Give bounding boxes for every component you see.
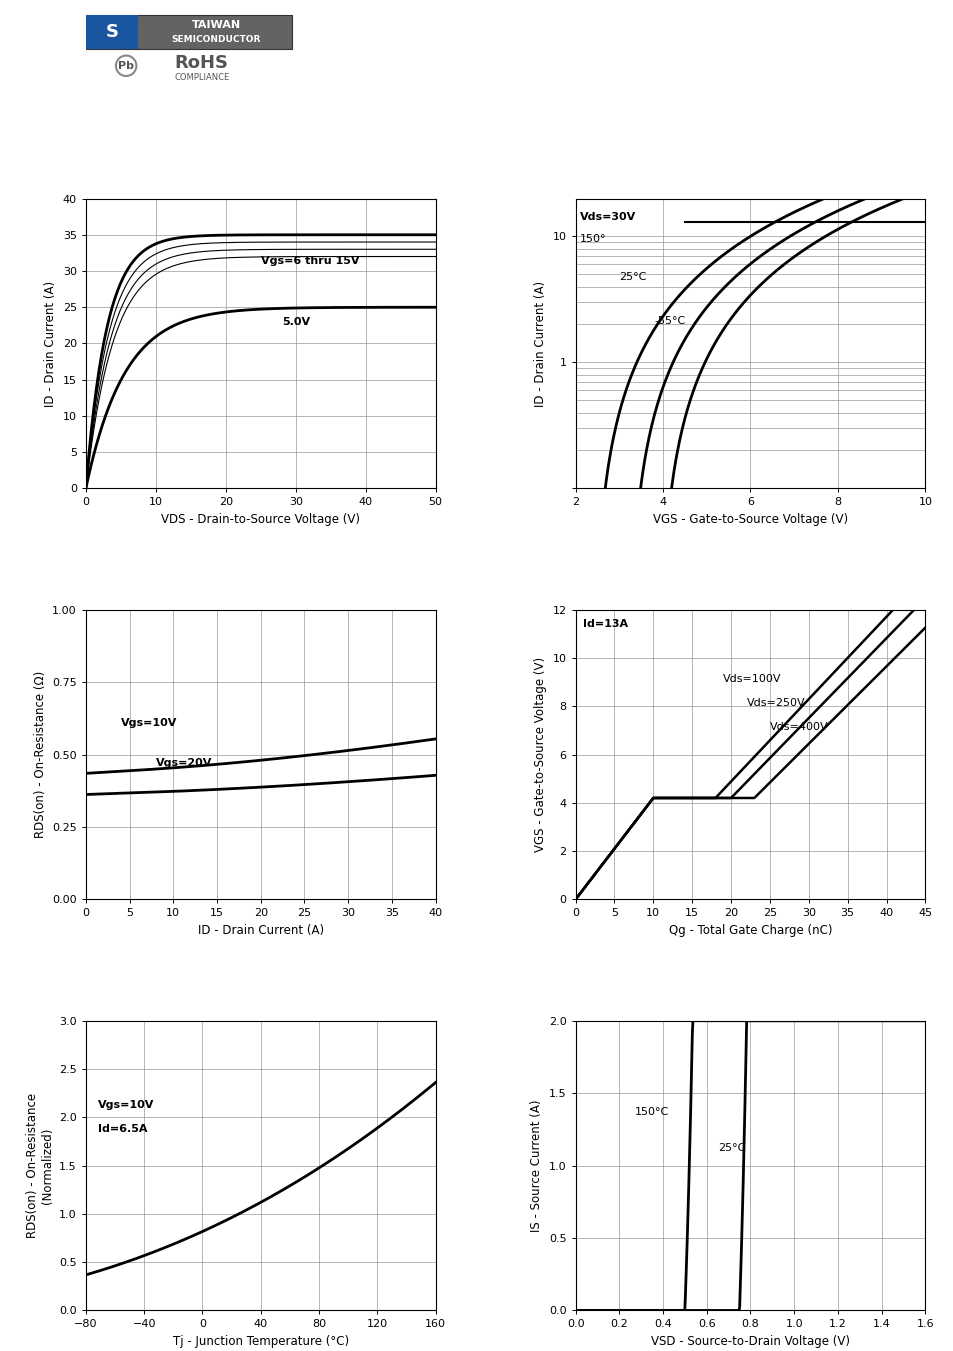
Text: COMPLIANCE: COMPLIANCE [173, 73, 229, 82]
Text: Id=13A: Id=13A [582, 619, 628, 628]
Text: -55°C: -55°C [654, 316, 685, 327]
Y-axis label: ID - Drain Current (A): ID - Drain Current (A) [534, 281, 546, 407]
Text: 150°: 150° [579, 234, 606, 245]
Bar [86, 15, 138, 49]
Text: S: S [105, 23, 118, 41]
Text: Vds=250V: Vds=250V [746, 698, 804, 708]
Y-axis label: VGS - Gate-to-Source Voltage (V): VGS - Gate-to-Source Voltage (V) [534, 657, 546, 852]
Bar [86, 15, 292, 49]
Text: Vgs=20V: Vgs=20V [155, 758, 212, 769]
Text: TAIWAN: TAIWAN [192, 20, 240, 30]
Text: 25°C: 25°C [618, 272, 646, 282]
Text: Pb: Pb [118, 61, 134, 70]
Text: Vds=100V: Vds=100V [722, 674, 781, 684]
Text: Vds=30V: Vds=30V [579, 212, 636, 222]
Y-axis label: IS - Source Current (A): IS - Source Current (A) [530, 1100, 542, 1232]
Text: SEMICONDUCTOR: SEMICONDUCTOR [172, 35, 260, 43]
Y-axis label: RDS(on) - On-Resistance
(Normalized): RDS(on) - On-Resistance (Normalized) [26, 1093, 53, 1238]
Y-axis label: RDS(on) - On-Resistance (Ω): RDS(on) - On-Resistance (Ω) [33, 671, 47, 838]
Text: 5.0V: 5.0V [281, 317, 310, 327]
Text: Vgs=10V: Vgs=10V [97, 1100, 153, 1109]
Text: Vds=400V: Vds=400V [769, 723, 827, 732]
X-axis label: Tj - Junction Temperature (°C): Tj - Junction Temperature (°C) [172, 1335, 349, 1348]
Y-axis label: ID - Drain Current (A): ID - Drain Current (A) [44, 281, 57, 407]
X-axis label: VSD - Source-to-Drain Voltage (V): VSD - Source-to-Drain Voltage (V) [650, 1335, 849, 1348]
Text: 25°C: 25°C [717, 1143, 744, 1154]
X-axis label: Qg - Total Gate Charge (nC): Qg - Total Gate Charge (nC) [668, 924, 831, 938]
X-axis label: VGS - Gate-to-Source Voltage (V): VGS - Gate-to-Source Voltage (V) [652, 513, 847, 526]
Text: Vgs=6 thru 15V: Vgs=6 thru 15V [260, 255, 359, 266]
Text: Vgs=10V: Vgs=10V [121, 717, 177, 728]
Text: RoHS: RoHS [173, 54, 228, 72]
X-axis label: ID - Drain Current (A): ID - Drain Current (A) [197, 924, 323, 938]
Text: 150°C: 150°C [634, 1106, 668, 1117]
Text: Id=6.5A: Id=6.5A [97, 1124, 147, 1133]
X-axis label: VDS - Drain-to-Source Voltage (V): VDS - Drain-to-Source Voltage (V) [161, 513, 360, 526]
